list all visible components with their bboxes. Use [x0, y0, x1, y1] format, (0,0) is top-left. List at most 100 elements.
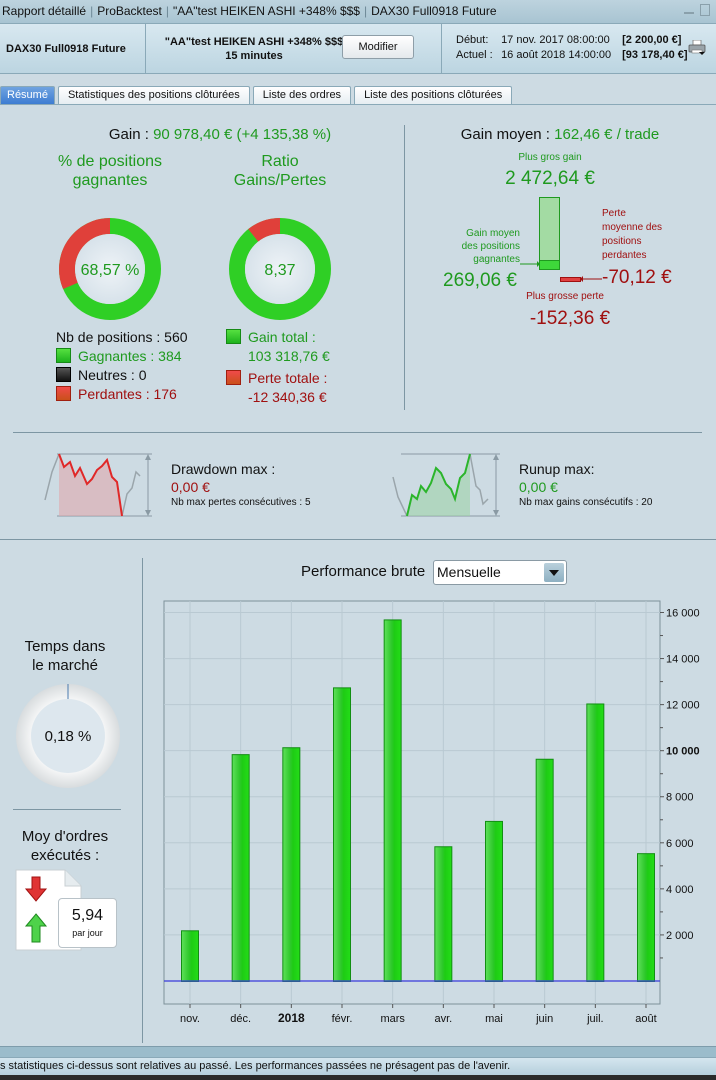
avg-loss-label-line: Perte [602, 208, 626, 219]
gain-summary: Gain : 90 978,40 € (+4 135,38 %) [40, 126, 400, 143]
avg-win-label-line: Gain moyen [466, 228, 520, 239]
drawdown-block: Drawdown max : 0,00 € Nb max pertes cons… [171, 461, 311, 508]
ratio-value: 8,37 [264, 262, 295, 279]
avg-gain-bar [539, 260, 560, 270]
average-gain-value: 162,46 € / trade [554, 126, 660, 143]
avg-win-label-line: gagnantes [473, 254, 520, 265]
section-divider [13, 432, 702, 433]
period-select[interactable]: Mensuelle [433, 560, 567, 585]
losers-count: Perdantes : 176 [78, 386, 177, 402]
runup-consecutive-gains: Nb max gains consécutifs : 20 [519, 497, 653, 508]
avg-loss-label-line: perdantes [602, 250, 647, 261]
bar-2018 [282, 747, 301, 982]
bar-août [637, 853, 655, 982]
tab-divider [0, 104, 716, 105]
average-gain: Gain moyen : 162,46 € / trade [420, 126, 700, 143]
market-time-title: Temps dans le marché [0, 637, 130, 675]
y-tick-label: 6 000 [666, 838, 694, 850]
biggest-gain-label: Plus gros gain [518, 152, 582, 163]
total-gain-value: 103 318,76 € [248, 348, 330, 364]
bottom-bar [0, 1075, 716, 1080]
x-tick-label: juin [535, 1013, 553, 1025]
runup-title: Runup max: [519, 461, 595, 477]
performance-label: Performance brute [301, 563, 426, 580]
period-cell: Début: 17 nov. 2017 08:00:00 [2 200,00 €… [442, 24, 716, 73]
y-tick-label: 16 000 [666, 608, 700, 620]
tab-orders-list[interactable]: Liste des ordres [252, 86, 352, 104]
total-loss-value: -12 340,36 € [248, 389, 327, 405]
start-value: [2 200,00 €] [622, 34, 682, 46]
market-time-donut: 0,18 % [16, 684, 120, 788]
report-header: DAX30 Full0918 Future "AA"test HEIKEN AS… [0, 24, 716, 74]
avg-win-value: 269,06 € [443, 270, 517, 291]
donut-ring-red [59, 218, 111, 290]
runup-sparkline [392, 453, 500, 517]
ratio-donut: 8,37 [229, 218, 331, 320]
tab-closed-positions-stats[interactable]: Statistiques des positions clôturées [57, 86, 250, 104]
ratio-title: Ratio Gains/Pertes [233, 153, 327, 189]
x-tick-label: févr. [332, 1013, 353, 1025]
title-part: DAX30 Full0918 Future [371, 4, 497, 18]
avg-win-label-line: des positions [461, 241, 520, 252]
legend-swatch-black [56, 367, 71, 382]
disclaimer-text: s statistiques ci-dessus sont relatives … [0, 1060, 511, 1072]
bar-juil. [586, 703, 605, 982]
section-divider [142, 558, 143, 1043]
current-label: Actuel : [456, 49, 493, 61]
title-part: "AA"test HEIKEN ASHI +348% $$$ [173, 4, 360, 18]
biggest-loss-label: Plus grosse perte [526, 291, 604, 302]
x-tick-label: juil. [586, 1013, 604, 1025]
legend-swatch-red [226, 370, 241, 385]
gain-label: Gain : [108, 126, 149, 143]
strategy-name: "AA"test HEIKEN ASHI +348% $$$ [164, 36, 344, 48]
gain-value: 90 978,40 € (+4 135,38 %) [153, 126, 332, 143]
window-titlebar: Rapport détaillé | ProBacktest | "AA"test HE… [0, 0, 716, 24]
positions-legend: Nb de positions : 560 Gagnantes : 384 Ne… [56, 328, 188, 404]
section-divider [0, 539, 716, 540]
strategy-cell: "AA"test HEIKEN ASHI +348% $$$ 15 minute… [146, 24, 442, 73]
runup-line [406, 453, 471, 517]
legend-swatch-red [56, 386, 71, 401]
orders-unit: par jour [72, 928, 103, 938]
start-date: 17 nov. 2017 08:00:00 [501, 34, 610, 46]
biggest-gain-value: 2 472,64 € [505, 168, 595, 189]
runup-value: 0,00 € [519, 479, 558, 495]
market-time-title-line: le marché [32, 657, 98, 674]
drawdown-sparkline [44, 453, 152, 517]
minimize-button[interactable] [684, 4, 694, 14]
biggest-gain-bar [539, 197, 560, 270]
tab-closed-positions-list[interactable]: Liste des positions clôturées [354, 86, 513, 104]
printer-icon[interactable] [688, 40, 706, 56]
total-loss-label: Perte totale : [248, 370, 328, 386]
total-gain-label: Gain total : [248, 329, 316, 345]
arrow-up-icon [24, 913, 48, 943]
market-time-value: 0,18 % [45, 728, 92, 745]
y-tick-label: 10 000 [666, 746, 700, 758]
winning-pct-donut: 68,57 % [59, 218, 161, 320]
section-divider [13, 809, 121, 810]
chevron-down-icon[interactable] [544, 563, 564, 582]
drawdown-line [58, 453, 123, 517]
title-part: Rapport détaillé [2, 4, 87, 18]
orders-title: Moy d'ordres exécutés : [0, 827, 130, 865]
avg-loss-value: -70,12 € [602, 267, 672, 288]
avg-loss-label-line: positions [602, 236, 642, 247]
average-gain-diagram [520, 197, 602, 282]
drawdown-title: Drawdown max : [171, 461, 276, 477]
tab-bar: Résumé Statistiques des positions clôtur… [0, 86, 513, 104]
bar-déc. [231, 754, 250, 982]
tab-resume[interactable]: Résumé [0, 86, 55, 104]
maximize-button[interactable] [700, 4, 710, 16]
bar-avr. [434, 846, 453, 982]
arrow-down-icon [24, 876, 48, 902]
bar-mars [383, 619, 402, 982]
instrument-cell: DAX30 Full0918 Future [0, 24, 146, 73]
totals-legend: Gain total : 103 318,76 € Perte totale :… [226, 328, 330, 407]
modify-button[interactable]: Modifier [342, 35, 414, 59]
section-divider [404, 125, 405, 410]
x-tick-label: 2018 [278, 1011, 305, 1025]
legend-swatch-green [226, 329, 241, 344]
bar-juin [535, 758, 554, 982]
x-tick-label: avr. [434, 1013, 452, 1025]
orders-per-day-box: 5,94 par jour [58, 898, 117, 948]
